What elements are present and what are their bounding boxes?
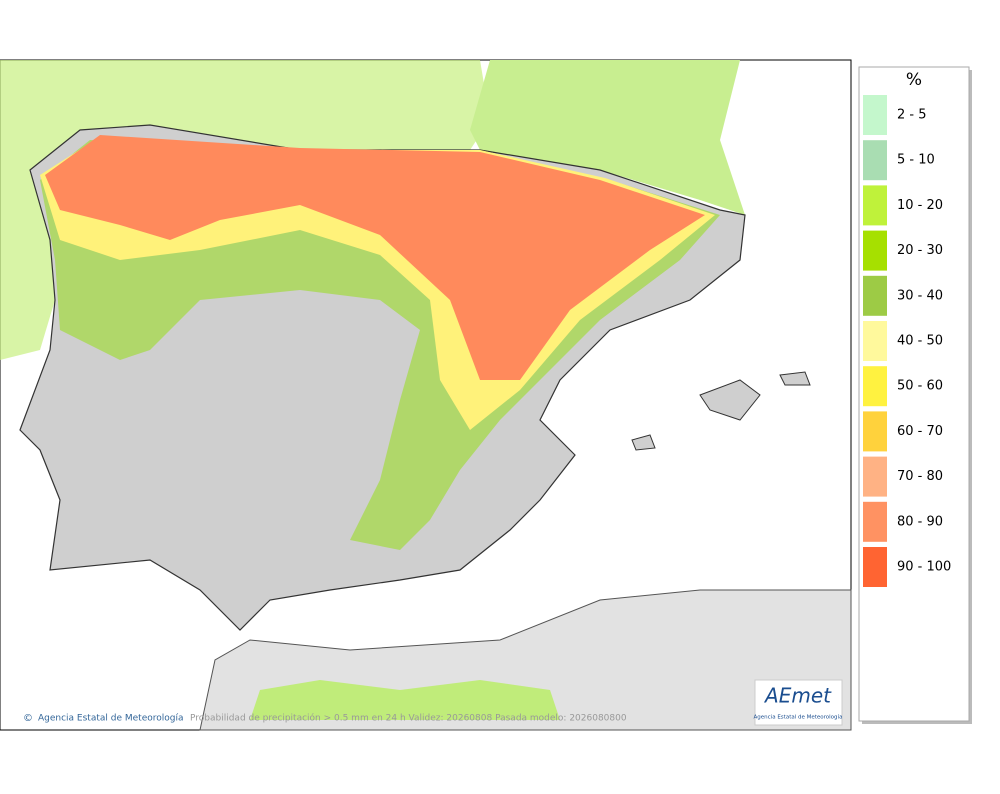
legend-label: 5 - 10 xyxy=(897,153,935,168)
legend-label: 70 - 80 xyxy=(897,469,943,484)
legend-label: 40 - 50 xyxy=(897,334,943,349)
legend-swatch xyxy=(863,185,887,226)
probability-red xyxy=(45,135,705,380)
legend-swatch xyxy=(863,230,887,271)
legend-label: 80 - 90 xyxy=(897,514,943,529)
legend-swatch xyxy=(863,95,887,135)
legend-swatch xyxy=(863,411,887,452)
legend-swatch xyxy=(863,275,887,316)
legend-swatch xyxy=(863,456,887,497)
map-description: Probabilidad de precipitación > 0.5 mm e… xyxy=(190,713,627,724)
legend-swatch xyxy=(863,366,887,407)
france xyxy=(470,60,745,215)
africa-probability xyxy=(250,680,560,720)
legend-label: 2 - 5 xyxy=(897,108,927,123)
legend-label: 10 - 20 xyxy=(897,198,943,213)
legend-label: 60 - 70 xyxy=(897,424,943,439)
legend-title: % xyxy=(906,70,922,90)
legend-label: 20 - 30 xyxy=(897,243,943,258)
legend-label: 30 - 40 xyxy=(897,288,943,303)
legend-swatch xyxy=(863,140,887,181)
logo-subtitle: Agencia Estatal de Meteorología xyxy=(754,714,843,721)
logo-box xyxy=(754,679,843,726)
legend-label: 90 - 100 xyxy=(897,560,951,575)
legend-swatch xyxy=(863,501,887,542)
map: AEmet Agencia Estatal de Meteorología © … xyxy=(0,59,852,731)
balearic-islands xyxy=(631,371,811,451)
legend-swatch xyxy=(863,547,887,587)
legend-swatch xyxy=(863,321,887,361)
agency-name: Agencia Estatal de Meteorología xyxy=(38,714,184,724)
legend: % 2 - 5 5 - 10 10 - 20 20 - 30 30 - 40 40 - 5… xyxy=(858,66,972,724)
copyright-icon: © xyxy=(23,713,33,724)
sea-probability xyxy=(0,60,490,360)
legend-label: 50 - 60 xyxy=(897,379,943,394)
logo: AEmet xyxy=(763,684,832,708)
